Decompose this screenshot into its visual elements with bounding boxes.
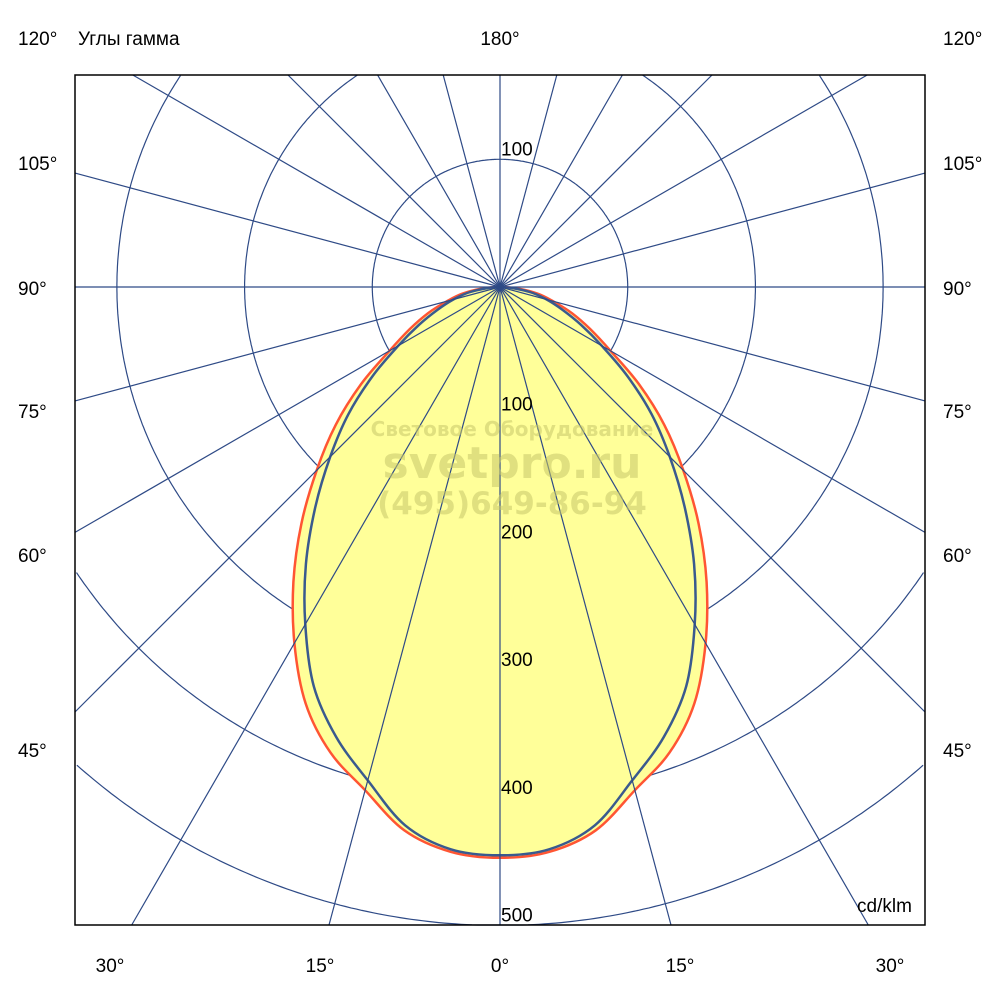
radial-label: 200	[501, 522, 533, 543]
grid-spoke	[74, 286, 501, 533]
svg-text:(495)649-86-94: (495)649-86-94	[377, 486, 647, 522]
grid-spoke	[74, 172, 501, 288]
angle-label-right: 90°	[943, 279, 972, 300]
grid-spoke	[132, 74, 501, 288]
angle-label-bottom: 0°	[491, 956, 509, 977]
radial-label: 300	[501, 650, 533, 671]
unit-label: cd/klm	[857, 896, 912, 917]
angle-label-left: 120°	[18, 29, 57, 50]
angle-label-left: 60°	[18, 546, 47, 567]
angle-label-left: 75°	[18, 402, 47, 423]
angle-label-left: 45°	[18, 741, 47, 762]
grid-spoke	[74, 286, 501, 713]
chart-title: Углы гамма	[78, 29, 180, 50]
radial-label: 100	[501, 395, 533, 416]
grid-spoke	[442, 74, 501, 288]
angle-label-top: 180°	[480, 29, 519, 50]
svg-text:Световое Оборудование: Световое Оборудование	[371, 417, 654, 441]
radial-label-top: 100	[501, 139, 533, 160]
grid-spoke	[328, 286, 501, 926]
watermark: Световое Оборудование svetpro.ru (495)64…	[371, 417, 654, 522]
svg-text:svetpro.ru: svetpro.ru	[383, 438, 642, 489]
grid-spoke	[499, 286, 926, 402]
angle-label-bottom: 15°	[306, 956, 335, 977]
grid-spoke	[499, 74, 868, 288]
angle-label-bottom: 30°	[876, 956, 905, 977]
radial-label: 400	[501, 778, 533, 799]
grid-spoke	[499, 172, 926, 288]
angle-spokes	[74, 74, 926, 926]
angle-label-right: 45°	[943, 741, 972, 762]
grid-spoke	[131, 286, 501, 926]
plot-frame	[74, 74, 926, 926]
angle-label-bottom: 30°	[96, 956, 125, 977]
angle-label-left: 90°	[18, 279, 47, 300]
angle-label-right: 120°	[943, 29, 982, 50]
angle-label-right: 75°	[943, 402, 972, 423]
angle-label-bottom: 15°	[666, 956, 695, 977]
grid-spoke	[499, 286, 672, 926]
radial-label: 500	[501, 906, 533, 927]
grid-spoke	[499, 286, 869, 926]
grid-spoke	[287, 74, 501, 288]
axis-labels: Углы гамма cd/klm 180° 100 100 200 300 400 50…	[18, 29, 982, 977]
angle-label-left: 105°	[18, 154, 57, 175]
angle-label-right: 60°	[943, 546, 972, 567]
grid-spoke	[499, 74, 713, 288]
grid-spoke	[499, 74, 558, 288]
grid-spoke	[377, 74, 501, 288]
grid-spoke	[74, 286, 501, 402]
grid-spoke	[499, 286, 926, 533]
grid-spoke	[499, 286, 926, 713]
angle-label-right: 105°	[943, 154, 982, 175]
grid-spoke	[499, 74, 623, 288]
